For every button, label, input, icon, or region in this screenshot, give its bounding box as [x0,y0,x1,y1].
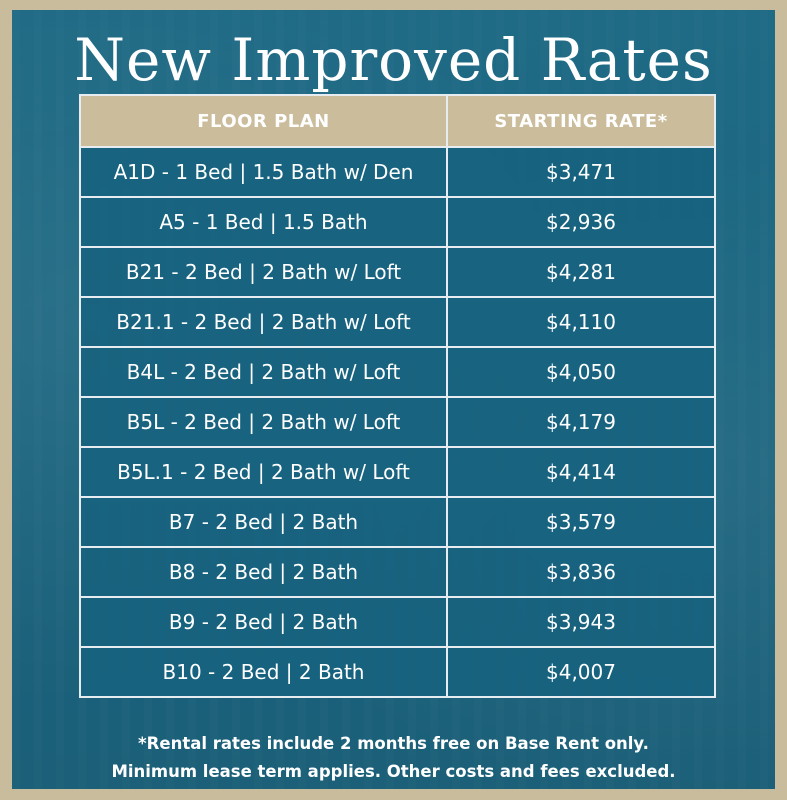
rate-cell: $3,471 [446,146,716,198]
rate-cell: $3,579 [446,496,716,548]
table-header-row: FLOOR PLAN STARTING RATE* [79,94,716,148]
rate-cell: $3,836 [446,546,716,598]
floor-plan-cell: B21.1 - 2 Bed | 2 Bath w/ Loft [79,296,448,348]
rate-cell: $4,050 [446,346,716,398]
table-row: B9 - 2 Bed | 2 Bath $3,943 [79,596,716,648]
rate-cell: $4,007 [446,646,716,698]
floor-plan-cell: B9 - 2 Bed | 2 Bath [79,596,448,648]
table-row: B10 - 2 Bed | 2 Bath $4,007 [79,646,716,698]
rate-cell: $2,936 [446,196,716,248]
table-row: B5L - 2 Bed | 2 Bath w/ Loft $4,179 [79,396,716,448]
rate-cell: $3,943 [446,596,716,648]
floor-plan-cell: B4L - 2 Bed | 2 Bath w/ Loft [79,346,448,398]
rate-cell: $4,281 [446,246,716,298]
table-row: B7 - 2 Bed | 2 Bath $3,579 [79,496,716,548]
table-row: A1D - 1 Bed | 1.5 Bath w/ Den $3,471 [79,146,716,198]
floor-plan-cell: B7 - 2 Bed | 2 Bath [79,496,448,548]
floor-plan-header: FLOOR PLAN [79,94,448,148]
floor-plan-cell: B21 - 2 Bed | 2 Bath w/ Loft [79,246,448,298]
rates-table: FLOOR PLAN STARTING RATE* A1D - 1 Bed | … [79,94,716,698]
floor-plan-cell: B5L - 2 Bed | 2 Bath w/ Loft [79,396,448,448]
rate-cell: $4,179 [446,396,716,448]
page-title: New Improved Rates [74,26,713,94]
table-row: B8 - 2 Bed | 2 Bath $3,836 [79,546,716,598]
table-row: B21.1 - 2 Bed | 2 Bath w/ Loft $4,110 [79,296,716,348]
rate-cell: $4,110 [446,296,716,348]
table-row: B4L - 2 Bed | 2 Bath w/ Loft $4,050 [79,346,716,398]
footnote-line: *Rental rates include 2 months free on B… [138,734,649,753]
footnote: *Rental rates include 2 months free on B… [12,730,775,786]
table-row: A5 - 1 Bed | 1.5 Bath $2,936 [79,196,716,248]
floor-plan-cell: A1D - 1 Bed | 1.5 Bath w/ Den [79,146,448,198]
floor-plan-cell: B8 - 2 Bed | 2 Bath [79,546,448,598]
footnote-line: Minimum lease term applies. Other costs … [111,762,676,781]
starting-rate-header: STARTING RATE* [446,94,716,148]
floor-plan-cell: B10 - 2 Bed | 2 Bath [79,646,448,698]
table-row: B5L.1 - 2 Bed | 2 Bath w/ Loft $4,414 [79,446,716,498]
rates-flyer: New Improved Rates FLOOR PLAN STARTING R… [12,10,775,789]
floor-plan-cell: B5L.1 - 2 Bed | 2 Bath w/ Loft [79,446,448,498]
rate-cell: $4,414 [446,446,716,498]
table-row: B21 - 2 Bed | 2 Bath w/ Loft $4,281 [79,246,716,298]
floor-plan-cell: A5 - 1 Bed | 1.5 Bath [79,196,448,248]
